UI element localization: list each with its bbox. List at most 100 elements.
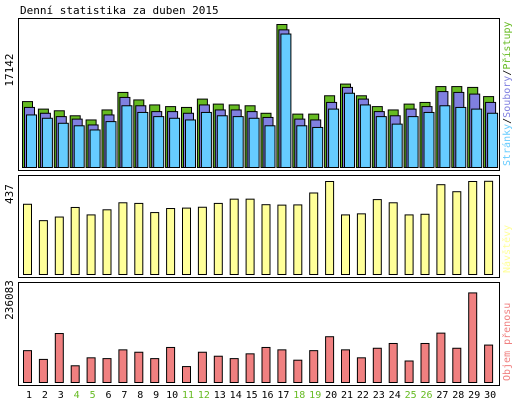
visits-legend: Návštěvy: [501, 225, 513, 273]
x-tick-label: 12: [198, 390, 210, 401]
visits-bar-0-5: [86, 214, 96, 275]
kbytes-bar-0-28: [452, 347, 462, 384]
visits-bar-0-2: [38, 220, 48, 276]
traffic-bar-2-13: [216, 115, 228, 169]
visits-max-label: 437: [3, 184, 16, 204]
x-tick-label: 3: [58, 390, 64, 401]
traffic-bar-2-9: [153, 116, 165, 168]
kbytes-bar-0-12: [197, 351, 207, 383]
visits-bar-0-15: [245, 198, 255, 276]
kbytes-bar-0-17: [277, 349, 287, 383]
legend-pages: Stránky: [501, 124, 513, 166]
x-tick-label: 11: [182, 390, 194, 401]
traffic-bar-2-3: [57, 122, 69, 168]
traffic-bar-2-24: [391, 123, 403, 168]
kbytes-bar-0-3: [54, 333, 64, 383]
x-tick-label: 18: [293, 390, 305, 401]
kbytes-bar-0-8: [134, 351, 144, 383]
traffic-bar-2-5: [89, 129, 101, 168]
kbytes-bar-0-16: [261, 346, 271, 384]
kbytes-bar-0-25: [404, 360, 414, 383]
kbytes-bar-0-26: [420, 342, 430, 384]
traffic-bar-2-1: [26, 114, 37, 168]
visits-bar-0-4: [70, 206, 80, 276]
visits-bar-0-12: [197, 206, 207, 275]
kbytes-bar-0-24: [388, 342, 398, 384]
legend-sep-1: /: [502, 118, 513, 124]
traffic-bar-2-30: [487, 112, 499, 169]
visits-bar-0-16: [261, 204, 271, 275]
traffic-bar-2-16: [264, 125, 276, 168]
kbytes-bar-0-6: [102, 358, 112, 384]
kbytes-bar-0-15: [245, 353, 255, 384]
kbytes-max-label: 236083: [3, 280, 16, 320]
kbytes-bar-0-21: [341, 349, 350, 383]
kbytes-bar-0-19: [309, 350, 319, 383]
visits-bar-0-7: [118, 202, 128, 275]
legend-files: Soubory: [502, 76, 513, 118]
kbytes-bar-0-4: [70, 365, 80, 384]
visits-bar-0-23: [372, 199, 382, 275]
kbytes-bar-0-5: [86, 357, 96, 384]
kbytes-bar-0-14: [229, 358, 239, 384]
x-tick-label: 24: [389, 390, 401, 401]
traffic-bar-2-4: [73, 125, 85, 168]
traffic-bar-2-15: [248, 117, 260, 169]
legend-hits: Přístupy: [501, 21, 513, 69]
kbytes-panel-frame: [18, 282, 500, 386]
visits-bar-0-20: [325, 181, 335, 275]
visits-bar-0-17: [277, 204, 287, 275]
x-tick-label: 8: [137, 390, 143, 401]
kbytes-bar-0-10: [166, 346, 176, 384]
x-tick-label: 21: [341, 390, 353, 401]
x-tick-label: 23: [373, 390, 385, 401]
traffic-bar-2-8: [137, 111, 149, 168]
kbytes-bar-0-30: [484, 344, 494, 383]
traffic-bar-2-22: [359, 104, 371, 168]
visits-bar-0-24: [388, 202, 398, 275]
visits-bar-0-18: [293, 204, 303, 275]
traffic-bar-2-14: [232, 116, 244, 168]
x-tick-label: 13: [214, 390, 226, 401]
x-tick-label: 27: [436, 390, 448, 401]
x-tick-label: 15: [246, 390, 258, 401]
chart-title: Denní statistika za duben 2015: [20, 4, 219, 17]
legend-sep-2: /: [502, 70, 513, 76]
traffic-bar-2-23: [375, 116, 387, 168]
kbytes-bar-0-29: [468, 292, 478, 384]
traffic-bar-2-12: [200, 111, 212, 168]
visits-bar-0-21: [341, 214, 350, 275]
traffic-bar-2-18: [296, 125, 308, 168]
visits-bar-0-22: [356, 213, 366, 275]
visits-bar-0-26: [420, 213, 430, 275]
kbytes-bar-0-22: [356, 357, 366, 384]
visits-bar-0-14: [229, 198, 239, 276]
visits-bar-0-6: [102, 209, 112, 276]
visits-bar-0-10: [166, 208, 176, 276]
traffic-bar-2-29: [471, 108, 483, 168]
kbytes-legend: Objem přenosu: [501, 303, 513, 381]
kbytes-bar-0-2: [38, 358, 48, 384]
traffic-bar-2-21: [344, 92, 355, 168]
visits-panel-frame: [18, 175, 500, 278]
traffic-bar-2-28: [455, 106, 467, 168]
kbytes-bar-0-11: [182, 366, 191, 383]
x-tick-label: 19: [309, 390, 321, 401]
x-tick-label: 4: [74, 390, 80, 401]
visits-bar-0-29: [468, 181, 478, 275]
visits-bar-0-19: [309, 192, 319, 275]
kbytes-bar-0-9: [150, 358, 160, 384]
kbytes-bar-0-1: [23, 350, 32, 383]
kbytes-bar-0-20: [325, 336, 335, 384]
traffic-bar-2-6: [105, 121, 117, 168]
kbytes-bar-0-23: [372, 347, 382, 384]
x-tick-label: 28: [452, 390, 464, 401]
kbytes-bar-0-27: [436, 332, 446, 383]
x-tick-label: 17: [277, 390, 289, 401]
x-tick-label: 25: [405, 390, 417, 401]
traffic-bar-2-11: [185, 119, 196, 168]
x-tick-label: 14: [230, 390, 242, 401]
traffic-bar-2-17: [280, 33, 292, 169]
traffic-bar-2-7: [121, 105, 133, 168]
